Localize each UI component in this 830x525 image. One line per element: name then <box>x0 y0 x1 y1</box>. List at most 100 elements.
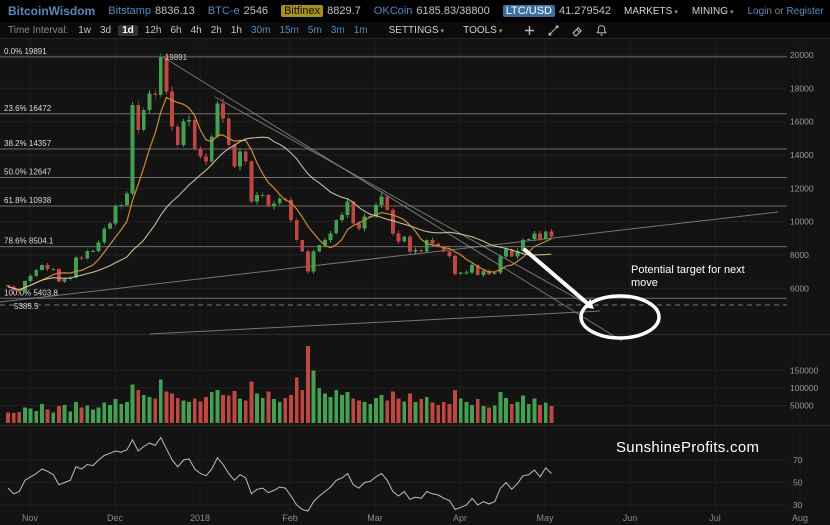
svg-text:Dec: Dec <box>107 513 124 523</box>
toolbar: Time Interval: 1w 3d 1d 12h 6h 4h 2h 1h 30m 15m 5m… <box>0 22 830 39</box>
svg-text:Apr: Apr <box>453 513 467 523</box>
ticker-okcoin[interactable]: OKCoin 6185.83/38800 <box>374 5 490 17</box>
svg-text:12000: 12000 <box>790 183 814 193</box>
moving-averages-layer <box>7 96 552 291</box>
svg-text:50.0% 12647: 50.0% 12647 <box>4 168 52 177</box>
svg-text:61.8% 10938: 61.8% 10938 <box>4 196 52 205</box>
annotation-line: move <box>631 277 658 289</box>
svg-text:0.0% 19891: 0.0% 19891 <box>4 47 47 56</box>
svg-text:6000: 6000 <box>790 283 809 293</box>
svg-text:5385.5: 5385.5 <box>14 302 39 311</box>
top-header: BitcoinWisdom Bitstamp 8836.13 BTC-e 2546 Bi… <box>0 0 830 22</box>
app-logo[interactable]: BitcoinWisdom <box>8 4 96 18</box>
svg-text:Jun: Jun <box>623 513 638 523</box>
watermark: SunshineProfits.com <box>616 439 760 456</box>
menu-markets-label: MARKETS <box>624 5 673 17</box>
svg-text:May: May <box>536 513 554 523</box>
ticker-btc-e[interactable]: BTC-e 2546 <box>208 5 268 17</box>
login-link[interactable]: Login <box>747 5 772 17</box>
menu-mining-label: MINING <box>691 5 728 17</box>
svg-text:70: 70 <box>793 455 803 465</box>
svg-text:78.6% 8504.1: 78.6% 8504.1 <box>4 237 54 246</box>
auth-or-label: or <box>774 5 784 17</box>
menu-mining[interactable]: MINING ▾ <box>692 6 734 17</box>
interval-list: 1w 3d 1d 12h 6h 4h 2h 1h 30m 15m 5m 3m 1m <box>76 24 369 36</box>
ticker-value: 2546 <box>243 5 269 17</box>
axis-labels-layer: Nov Dec 2018 Feb Mar Apr May Jun Jul Aug 20000 1800… <box>22 50 819 523</box>
svg-text:50000: 50000 <box>790 401 814 411</box>
volume-layer <box>6 346 554 423</box>
svg-text:20000: 20000 <box>790 50 814 60</box>
interval-1m[interactable]: 1m <box>353 24 368 36</box>
chart-area[interactable]: 0.0% 19891 23.6% 16472 38.2% 14357 50.0% 12… <box>0 40 830 525</box>
interval-3m[interactable]: 3m <box>330 24 345 36</box>
svg-text:Jul: Jul <box>709 513 721 523</box>
ticker-value: 6185.83/38800 <box>416 5 490 17</box>
annotations-layer: 19891 <box>165 53 661 340</box>
annotation-text: Potential target for next move <box>631 264 781 290</box>
rsi-layer <box>7 436 552 512</box>
interval-30m[interactable]: 30m <box>250 24 271 36</box>
tool-icon-group <box>523 24 608 37</box>
alert-bell-icon[interactable] <box>595 24 608 37</box>
svg-text:50: 50 <box>793 478 803 488</box>
svg-text:19891: 19891 <box>165 53 188 62</box>
svg-text:14000: 14000 <box>790 150 814 160</box>
ticker-label: LTC/USD <box>502 5 555 17</box>
interval-15m[interactable]: 15m <box>279 24 299 36</box>
ticker-label: Bitfinex <box>281 5 324 17</box>
settings-dropdown[interactable]: SETTINGS ▾ <box>389 25 445 36</box>
svg-text:10000: 10000 <box>790 217 814 227</box>
svg-text:38.2% 14357: 38.2% 14357 <box>4 139 52 148</box>
ticker-bitstamp[interactable]: Bitstamp 8836.13 <box>108 5 195 17</box>
ticker-ltc-usd[interactable]: LTC/USD 41.279542 <box>502 5 611 17</box>
ticker-label: OKCoin <box>373 5 413 17</box>
chevron-down-icon: ▾ <box>498 27 503 35</box>
plus-icon[interactable] <box>523 24 536 37</box>
interval-1h[interactable]: 1h <box>230 24 242 36</box>
chevron-down-icon: ▾ <box>440 27 445 35</box>
svg-text:8000: 8000 <box>790 250 809 260</box>
interval-4h[interactable]: 4h <box>190 24 202 36</box>
svg-text:Mar: Mar <box>367 513 383 523</box>
trendline-tool-icon[interactable] <box>547 24 560 37</box>
candles-layer <box>6 53 554 294</box>
interval-2h[interactable]: 2h <box>210 24 222 36</box>
svg-text:150000: 150000 <box>790 366 819 376</box>
svg-text:100.0% 5403.8: 100.0% 5403.8 <box>4 288 58 297</box>
ticker-value: 8836.13 <box>155 5 195 17</box>
menu-markets[interactable]: MARKETS ▾ <box>624 6 678 17</box>
interval-3d[interactable]: 3d <box>100 24 112 36</box>
price-chart-svg[interactable]: 0.0% 19891 23.6% 16472 38.2% 14357 50.0% 12… <box>0 40 830 525</box>
svg-text:30: 30 <box>793 500 803 510</box>
time-interval-label: Time Interval: <box>8 24 69 36</box>
eraser-tool-icon[interactable] <box>571 24 584 37</box>
gridlines-layer <box>0 41 830 512</box>
ticker-value: 8829.7 <box>327 5 361 17</box>
annotation-line: Potential target for next <box>631 264 745 276</box>
svg-text:2018: 2018 <box>190 513 210 523</box>
interval-6h[interactable]: 6h <box>170 24 182 36</box>
svg-text:16000: 16000 <box>790 117 814 127</box>
header-right: MARKETS ▾ MINING ▾ Login or Register <box>624 6 824 17</box>
ticker-label: Bitstamp <box>108 5 152 17</box>
ticker-bitfinex[interactable]: Bitfinex 8829.7 <box>281 5 361 17</box>
chevron-down-icon: ▾ <box>674 8 678 16</box>
trendlines-layer <box>0 56 779 342</box>
interval-1d[interactable]: 1d <box>118 24 138 36</box>
svg-text:18000: 18000 <box>790 83 814 93</box>
tools-label: TOOLS <box>463 24 497 36</box>
svg-text:Aug: Aug <box>792 513 808 523</box>
chevron-down-icon: ▾ <box>729 8 734 16</box>
svg-text:100000: 100000 <box>790 383 819 393</box>
interval-12h[interactable]: 12h <box>144 24 162 36</box>
ticker-value: 41.279542 <box>559 5 611 17</box>
tools-dropdown[interactable]: TOOLS ▾ <box>463 25 502 36</box>
interval-5m[interactable]: 5m <box>307 24 322 36</box>
ticker-label: BTC-e <box>207 5 240 17</box>
interval-1w[interactable]: 1w <box>78 24 91 36</box>
settings-label: SETTINGS <box>388 24 439 36</box>
register-link[interactable]: Register <box>786 5 824 17</box>
svg-text:Feb: Feb <box>282 513 298 523</box>
